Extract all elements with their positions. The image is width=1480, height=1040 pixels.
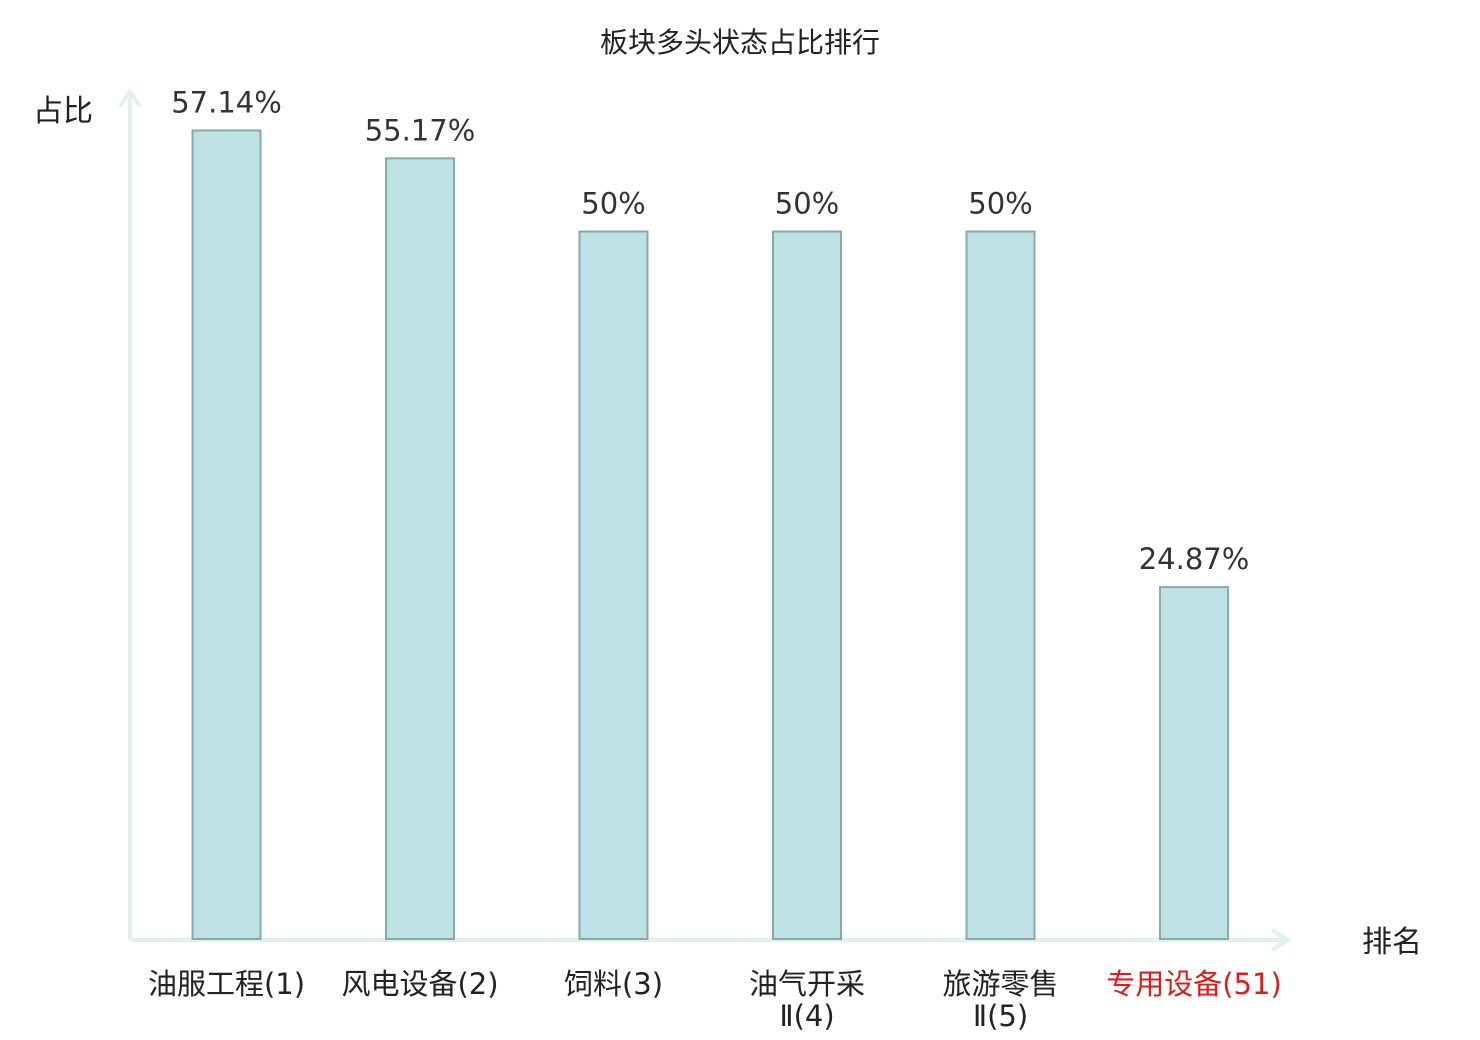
value-label-2: 50%	[581, 187, 645, 221]
value-label-1: 55.17%	[365, 113, 476, 147]
x-axis-arrow	[1270, 928, 1292, 952]
category-label-0: 油服工程(1)	[148, 967, 305, 1001]
value-labels-group: 57.14% 55.17% 50% 50% 50% 24.87%	[171, 85, 1249, 576]
bar-3	[772, 230, 842, 940]
y-axis-label: 占比	[33, 94, 93, 129]
bars-group	[191, 129, 1229, 941]
category-label-1: 风电设备(2)	[341, 967, 498, 1001]
value-label-4: 50%	[968, 187, 1032, 221]
y-axis-arrow	[118, 88, 142, 108]
value-label-0: 57.14%	[171, 85, 282, 119]
category-label-4: 旅游零售 Ⅱ(5)	[942, 967, 1058, 1033]
bar-5	[1159, 586, 1229, 940]
value-label-5: 24.87%	[1139, 542, 1250, 576]
bar-4	[965, 230, 1036, 940]
value-label-3: 50%	[775, 187, 839, 221]
bar-0	[191, 129, 262, 940]
bar-2	[578, 230, 649, 940]
category-label-5: 专用设备(51)	[1106, 967, 1282, 1001]
chart-title: 板块多头状态占比排行	[600, 26, 880, 59]
x-axis-label: 排名	[1362, 925, 1422, 960]
category-labels-group: 油服工程(1) 风电设备(2) 饲料(3) 油气开采 Ⅱ(4) 旅游零售 Ⅱ(5) 专用设备(…	[148, 967, 1282, 1033]
category-label-2: 饲料(3)	[564, 967, 663, 1001]
category-label-3: 油气开采 Ⅱ(4)	[749, 967, 865, 1033]
bar-1	[385, 157, 455, 941]
